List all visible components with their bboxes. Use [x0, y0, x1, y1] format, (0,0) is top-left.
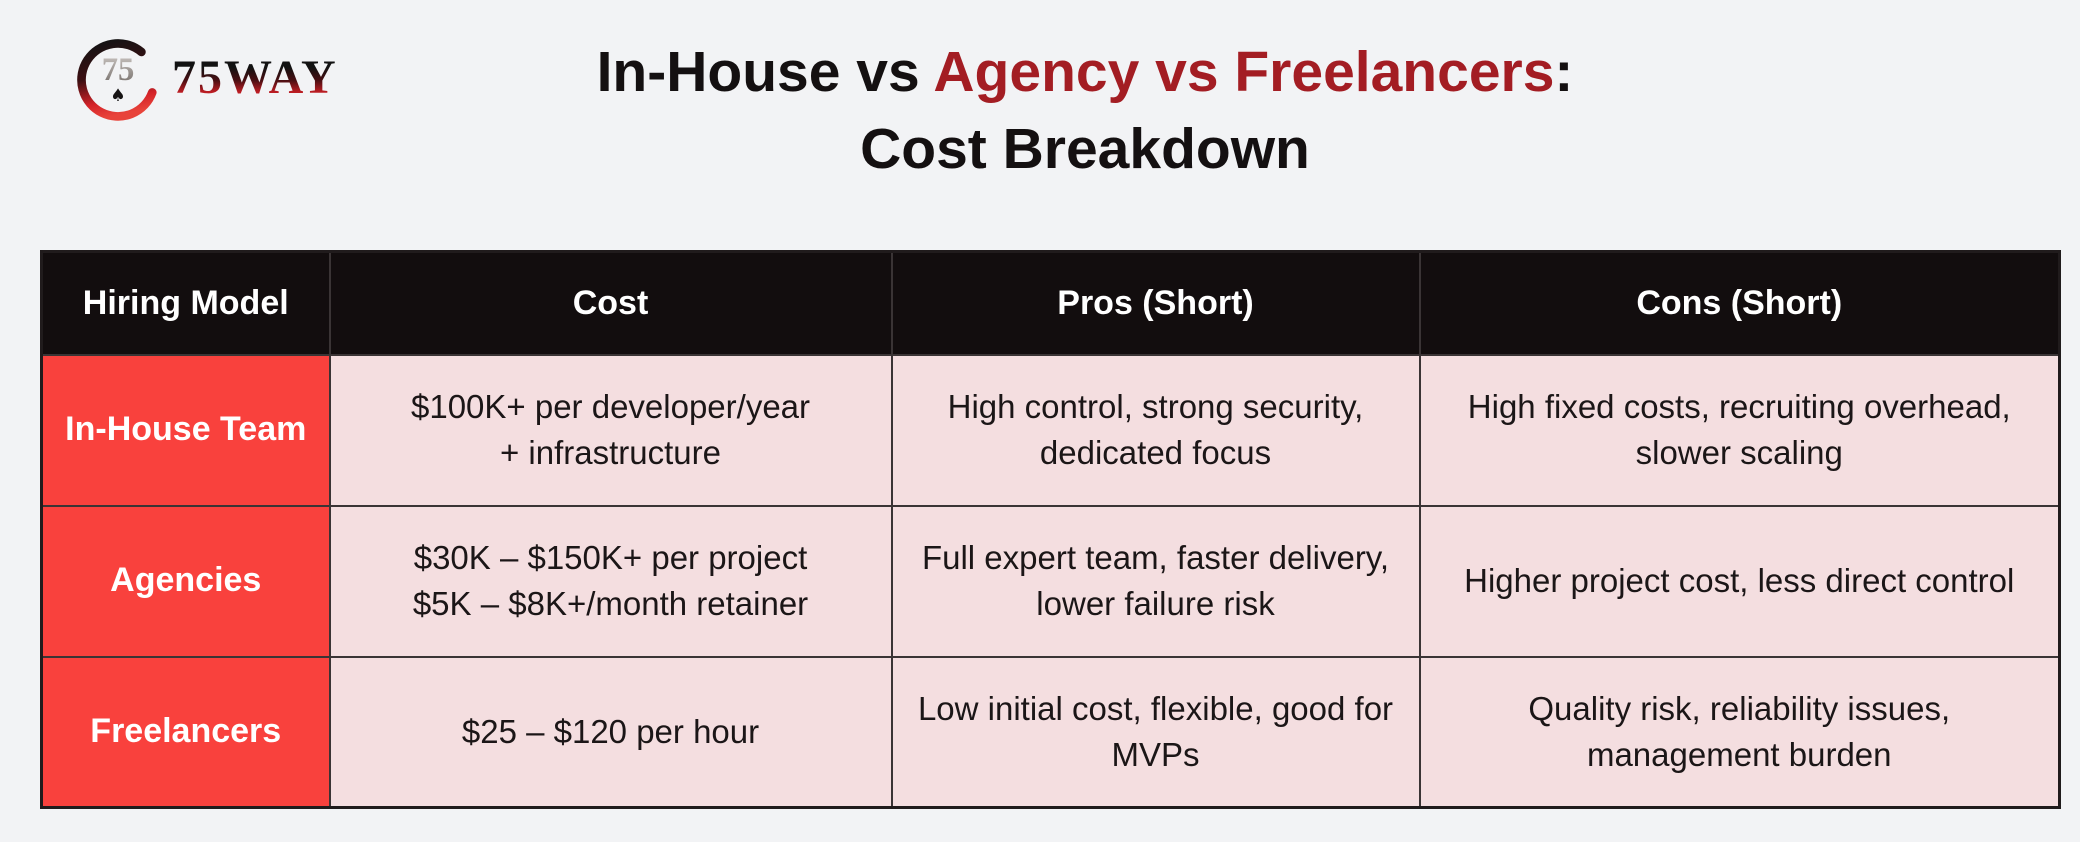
cell-cost: $100K+ per developer/year + infrastructu…	[328, 353, 893, 507]
logo-swirl-icon: 75 ♠	[77, 39, 157, 121]
title-line-2: Cost Breakdown	[860, 116, 1310, 181]
cell-pros: Low initial cost, flexible, good for MVP…	[890, 655, 1421, 809]
cell-cons: High fixed costs, recruiting overhead, s…	[1418, 353, 2061, 507]
cell-model: Freelancers	[40, 655, 331, 809]
cost-comparison-table: Hiring Model Cost Pros (Short) Cons (Sho…	[40, 250, 2061, 809]
header-pros: Pros (Short)	[890, 250, 1421, 356]
svg-text:75: 75	[102, 52, 135, 88]
header-cost: Cost	[328, 250, 893, 356]
logo-wordmark: 75WAY	[172, 51, 338, 104]
header-cons: Cons (Short)	[1418, 250, 2061, 356]
cell-cons: Quality risk, reliability issues, manage…	[1418, 655, 2061, 809]
cell-model: In-House Team	[40, 353, 331, 507]
page-title: In-House vs Agency vs Freelancers: Cost …	[0, 34, 2080, 188]
title-line-1: In-House vs Agency vs Freelancers:	[596, 40, 1574, 104]
table-row: In-House Team $100K+ per developer/year …	[40, 353, 2061, 507]
cell-cost: $30K – $150K+ per project $5K – $8K+/mon…	[328, 504, 893, 658]
cell-pros: High control, strong security, dedicated…	[890, 353, 1421, 507]
cell-pros: Full expert team, faster delivery, lower…	[890, 504, 1421, 658]
table-row: Freelancers $25 – $120 per hour Low init…	[40, 655, 2061, 809]
table-row: Agencies $30K – $150K+ per project $5K –…	[40, 504, 2061, 658]
cell-model: Agencies	[40, 504, 331, 658]
header-hiring-model: Hiring Model	[40, 250, 331, 356]
company-logo: 75 ♠ 75WAY	[70, 30, 338, 126]
svg-text:♠: ♠	[110, 86, 125, 106]
cell-cons: Higher project cost, less direct control	[1418, 504, 2061, 658]
title-accent-text: Agency vs Freelancers	[933, 40, 1555, 104]
table-header-row: Hiring Model Cost Pros (Short) Cons (Sho…	[40, 250, 2061, 356]
cell-cost: $25 – $120 per hour	[328, 655, 893, 809]
